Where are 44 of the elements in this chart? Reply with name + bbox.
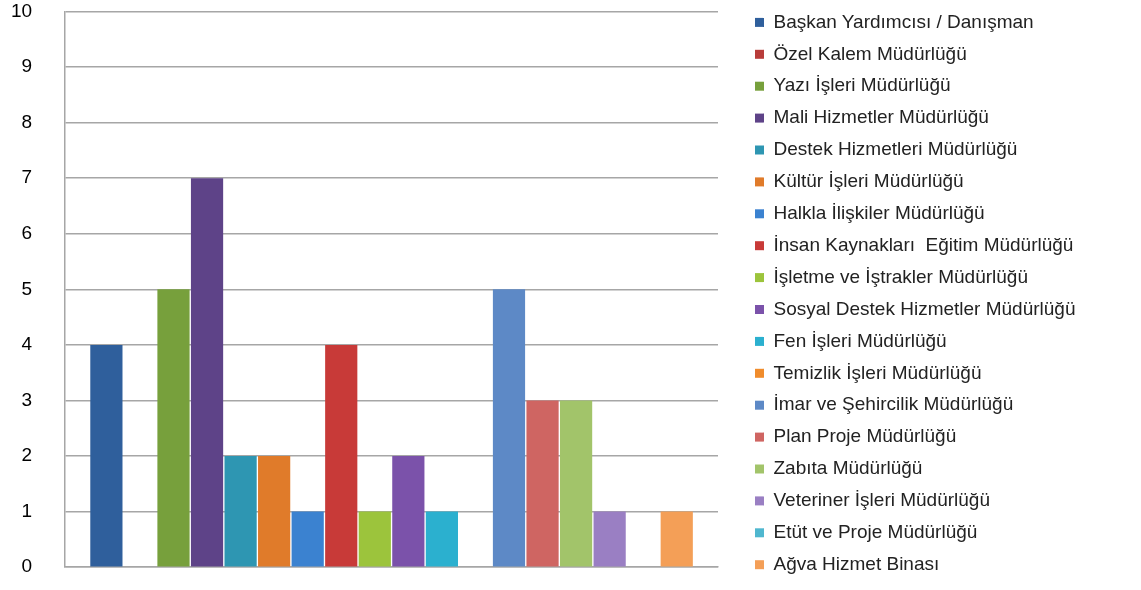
- legend-label: Mali Hizmetler Müdürlüğü: [773, 106, 989, 128]
- y-tick-label: 8: [21, 110, 33, 132]
- legend-label: Yazı İşleri Müdürlüğü: [773, 74, 951, 96]
- bar: [157, 289, 190, 567]
- y-tick-label: 2: [21, 444, 33, 466]
- bar: [559, 400, 593, 567]
- legend-label: İmar ve Şehircilik Müdürlüğü: [773, 393, 1014, 415]
- bar: [392, 456, 425, 567]
- y-tick-label: 6: [21, 221, 33, 243]
- bar: [526, 400, 559, 567]
- y-tick-label: 7: [21, 166, 33, 188]
- bar: [291, 511, 324, 567]
- legend-label: İnsan Kaynakları Eğitim Müdürlüğü: [773, 233, 1074, 255]
- legend-label: Sosyal Destek Hizmetler Müdürlüğü: [773, 297, 1076, 319]
- legend-label: Etüt ve Proje Müdürlüğü: [773, 521, 978, 543]
- legend-label: Zabıta Müdürlüğü: [773, 457, 923, 479]
- bar: [258, 456, 291, 567]
- y-tick-label: 0: [21, 555, 33, 577]
- bar: [224, 456, 257, 567]
- legend-label: İşletme ve İştrakler Müdürlüğü: [773, 265, 1028, 287]
- legend-label: Kültür İşleri Müdürlüğü: [773, 170, 964, 192]
- bar: [492, 289, 526, 567]
- y-tick-label: 5: [21, 277, 33, 299]
- legend-label: Veteriner İşleri Müdürlüğü: [773, 489, 990, 511]
- bar: [425, 511, 458, 567]
- y-tick-label: 1: [21, 499, 33, 521]
- y-tick-label: 4: [21, 333, 33, 355]
- legend-label: Temizlik İşleri Müdürlüğü: [773, 361, 982, 383]
- y-tick-label: 3: [21, 388, 33, 410]
- bar: [190, 178, 224, 567]
- legend-label: Halkla İlişkiler Müdürlüğü: [773, 202, 985, 224]
- bar: [593, 511, 626, 567]
- bar: [358, 511, 391, 567]
- y-tick-label: 9: [21, 55, 33, 77]
- y-tick-label: 10: [10, 0, 33, 21]
- legend-label: Başkan Yardımcısı / Danışman: [773, 10, 1034, 32]
- legend-label: Fen İşleri Müdürlüğü: [773, 329, 947, 351]
- bar: [325, 344, 358, 567]
- legend-label: Özel Kalem Müdürlüğü: [773, 42, 967, 64]
- legend-label: Ağva Hizmet Binası: [773, 552, 940, 574]
- legend-label: Destek Hizmetleri Müdürlüğü: [773, 138, 1018, 160]
- bar: [660, 511, 693, 567]
- bar: [90, 344, 123, 567]
- legend-label: Plan Proje Müdürlüğü: [773, 425, 957, 447]
